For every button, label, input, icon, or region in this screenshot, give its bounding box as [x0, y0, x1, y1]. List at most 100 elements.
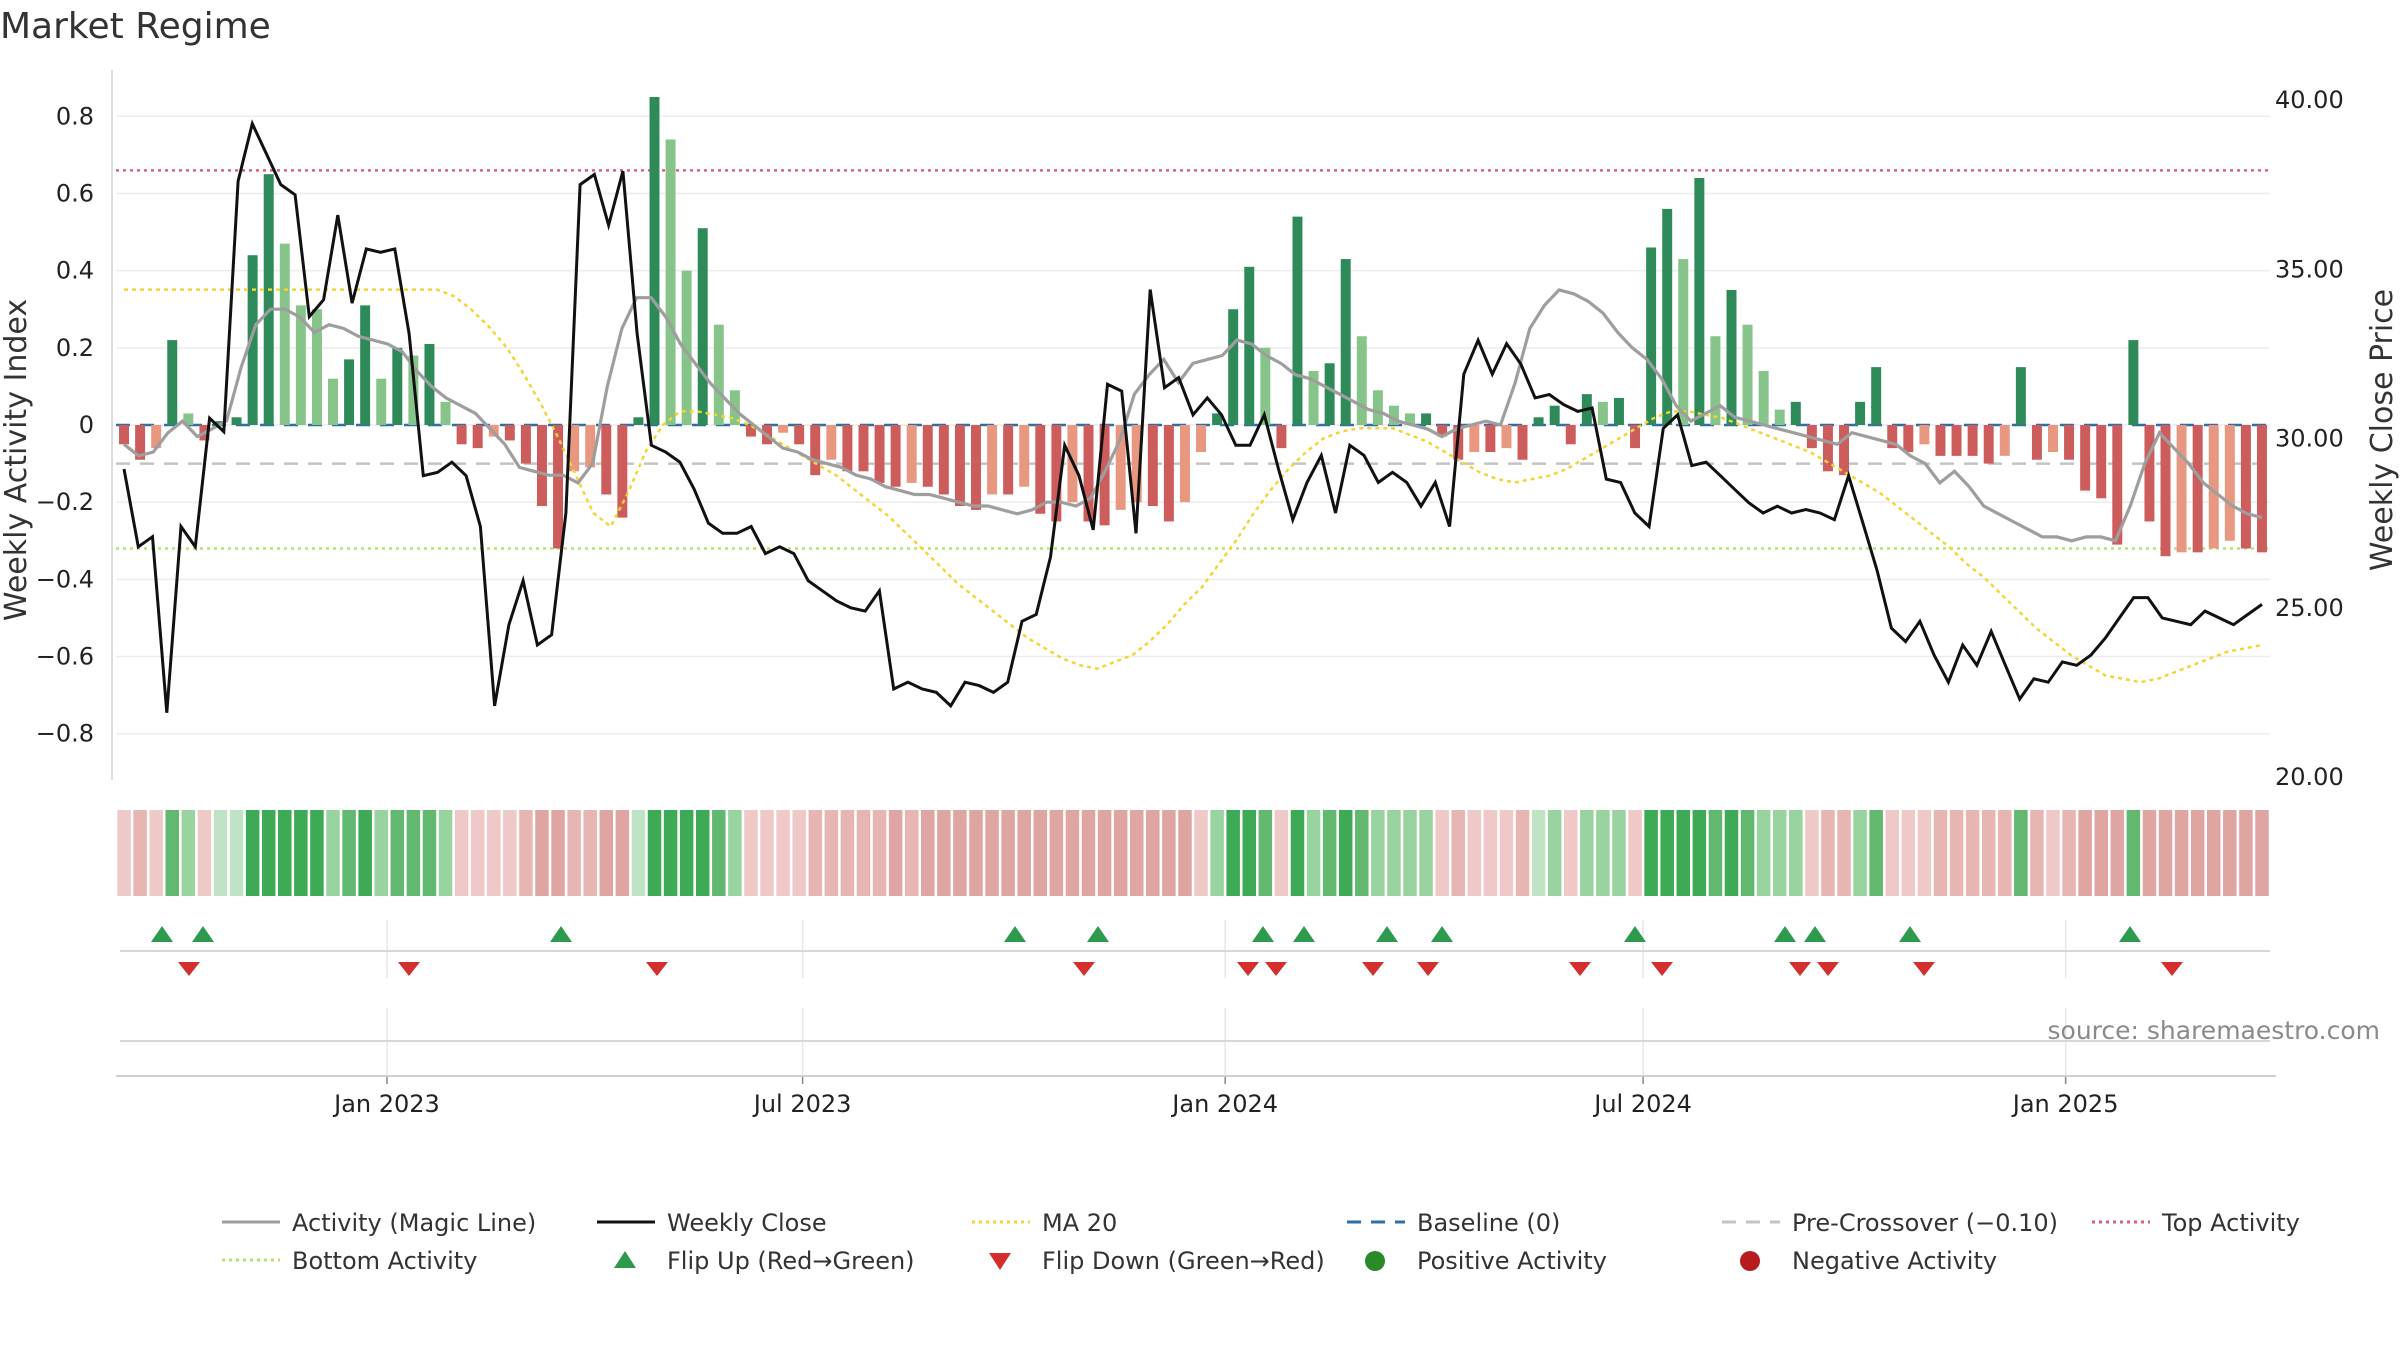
legend-item: Weekly Close: [597, 1209, 827, 1237]
right-tick-label: 30.00: [2275, 425, 2344, 453]
regime-cell: [1226, 810, 1240, 896]
regime-cell: [1306, 810, 1321, 896]
activity-bar: [2240, 425, 2251, 549]
activity-bar: [1388, 405, 1399, 425]
flip-up-marker: [550, 926, 572, 942]
regime-cell: [487, 810, 501, 896]
activity-bar: [1003, 425, 1014, 495]
regime-cell: [1853, 810, 1867, 896]
regime-cell: [985, 810, 999, 896]
activity-bar: [778, 425, 789, 433]
activity-bar: [810, 425, 821, 476]
activity-bar: [1710, 336, 1721, 425]
activity-bar: [1822, 425, 1833, 472]
activity-bar: [987, 425, 998, 495]
activity-bar: [713, 324, 724, 425]
flip-up-marker: [1293, 926, 1315, 942]
flip-down-marker: [1417, 962, 1439, 976]
activity-bar: [1678, 259, 1689, 425]
regime-cell: [904, 810, 919, 896]
activity-bar: [135, 425, 146, 460]
activity-bar: [890, 425, 901, 487]
activity-bar: [151, 425, 162, 449]
regime-cell: [197, 810, 212, 896]
regime-cell: [1901, 810, 1916, 896]
regime-cell: [1097, 810, 1112, 896]
regime-cell: [969, 810, 983, 896]
regime-cell: [2174, 810, 2189, 896]
activity-bar: [1260, 347, 1271, 425]
regime-cell: [808, 810, 822, 896]
ma20-line: [124, 288, 2263, 684]
activity-bar: [2192, 425, 2203, 553]
regime-cell: [1515, 810, 1530, 896]
x-tick-label: Jan 2023: [332, 1090, 440, 1118]
regime-cell: [2158, 810, 2173, 896]
regime-cell: [1740, 810, 1755, 896]
regime-cell: [1949, 810, 1964, 896]
regime-cell: [1210, 810, 1224, 896]
flip-up-marker: [1431, 926, 1453, 942]
regime-cell: [326, 810, 340, 896]
activity-bar: [649, 97, 660, 426]
flip-up-marker: [1004, 926, 1026, 942]
flip-up-marker: [192, 926, 214, 942]
legend-label: Baseline (0): [1417, 1209, 1560, 1237]
regime-cell: [149, 810, 163, 896]
legend-label: Top Activity: [2161, 1209, 2300, 1237]
legend-label: Negative Activity: [1792, 1247, 1997, 1275]
regime-cell: [2046, 810, 2060, 896]
regime-cell: [792, 810, 806, 896]
regime-cell: [1499, 810, 1514, 896]
regime-cell: [1387, 810, 1401, 896]
flip-up-marker: [1376, 926, 1398, 942]
regime-cell: [2030, 810, 2044, 896]
activity-bar: [1276, 425, 1287, 449]
regime-cell: [2255, 810, 2269, 896]
source-label: source: sharemaestro.com: [2048, 1016, 2381, 1045]
regime-cell: [1676, 810, 1691, 896]
activity-bar: [874, 425, 885, 483]
legend-item: Positive Activity: [1365, 1247, 1607, 1275]
activity-bar: [1935, 425, 1946, 456]
regime-cell: [1435, 810, 1449, 896]
activity-bar: [1292, 216, 1303, 425]
regime-cell: [2206, 810, 2221, 896]
activity-bar: [1999, 425, 2010, 456]
left-axis-label: Weekly Activity Index: [0, 299, 34, 621]
regime-cell: [1821, 810, 1835, 896]
regime-cell: [888, 810, 903, 896]
activity-bar: [2048, 425, 2058, 453]
x-axis: Jan 2023 Jul 2023 Jan 2024 Jul 2024 Jan 2025…: [116, 1075, 2276, 1118]
legend-label: Activity (Magic Line): [292, 1209, 536, 1237]
activity-bar: [311, 309, 322, 425]
regime-cell: [1933, 810, 1948, 896]
activity-bar: [1967, 425, 1978, 456]
x-tick-label: Jul 2023: [752, 1090, 852, 1118]
activity-bar: [2160, 425, 2171, 557]
regime-cell: [1419, 810, 1433, 896]
activity-bar: [1694, 178, 1705, 425]
regime-cell: [1355, 810, 1369, 896]
regime-cell: [1338, 810, 1353, 896]
activity-bar: [328, 378, 338, 425]
regime-cell: [470, 810, 485, 896]
regime-cell: [1885, 810, 1899, 896]
regime-cell: [278, 810, 292, 896]
regime-cell: [2142, 810, 2157, 896]
activity-bar: [360, 305, 371, 425]
activity-bar: [1421, 413, 1432, 425]
regime-cell: [776, 810, 790, 896]
activity-bar: [2112, 425, 2123, 545]
regime-cell: [1033, 810, 1048, 896]
regime-cell: [1146, 810, 1160, 896]
legend-label: Positive Activity: [1417, 1247, 1607, 1275]
legend-item: Pre-Crossover (−0.10): [1722, 1209, 2058, 1237]
flip-up-marker: [1252, 926, 1274, 942]
activity-bar: [1726, 289, 1737, 425]
activity-bar: [520, 425, 531, 464]
left-y-axis: 0.8 0.6 0.4 0.2 0 −0.2 −0.4 −0.6 −0.8: [36, 102, 94, 747]
activity-bar: [1019, 425, 1030, 487]
regime-cell: [422, 810, 437, 896]
left-tick-label: 0.8: [56, 102, 94, 130]
